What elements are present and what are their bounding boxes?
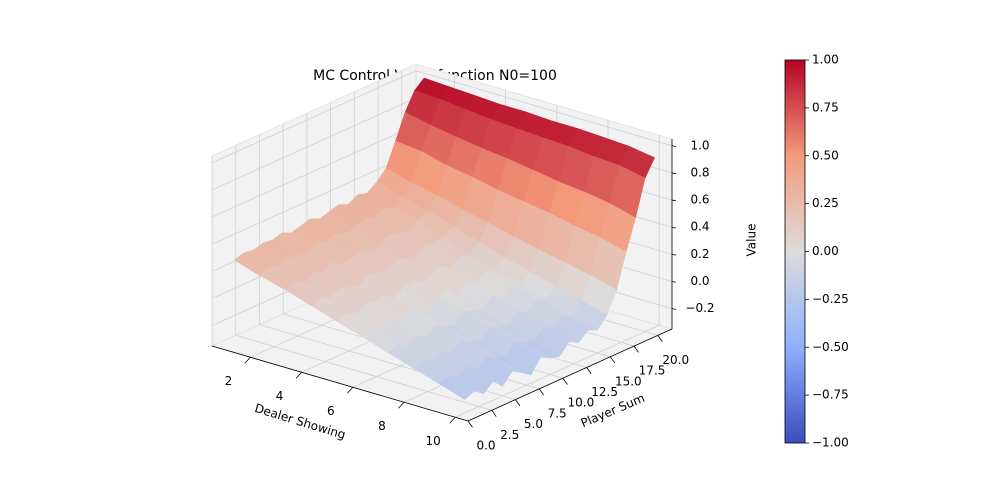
grid-line <box>211 97 417 191</box>
z-tick-label: 0.8 <box>690 165 709 179</box>
tick-mark <box>633 345 639 353</box>
grid-line <box>415 70 673 147</box>
y-tick-label: 10.0 <box>568 396 595 410</box>
y-tick-label: 7.5 <box>548 406 567 420</box>
x-tick-label: 6 <box>327 404 335 418</box>
colorbar-tick-label: −0.25 <box>812 292 849 306</box>
tick-mark <box>671 308 677 310</box>
tick-mark <box>398 401 405 409</box>
tick-mark <box>671 226 677 229</box>
tick-mark <box>671 281 677 283</box>
grid-line <box>455 324 660 418</box>
tick-mark <box>491 410 497 417</box>
colorbar-tick-label: 1.00 <box>812 53 839 67</box>
colorbar-tick-label: 0.50 <box>812 148 839 162</box>
surface-patch <box>438 376 475 400</box>
tick-mark <box>347 386 354 394</box>
z-tick-label: 0.4 <box>690 220 709 234</box>
y-tick-label: 15.0 <box>615 374 642 388</box>
tick-mark <box>467 420 473 428</box>
x-tick-label: 2 <box>225 374 233 388</box>
axis-line <box>211 345 469 422</box>
tick-mark <box>671 145 677 147</box>
x-tick-label: 4 <box>276 389 284 403</box>
grid-line <box>211 124 417 218</box>
axis-line <box>467 328 673 422</box>
grid-line <box>211 151 417 245</box>
tick-mark <box>610 356 616 364</box>
colorbar-tick-label: 0.00 <box>812 244 839 258</box>
y-tick-label: 0.0 <box>476 439 495 453</box>
tick-mark <box>538 388 544 396</box>
z-tick-label: 0.0 <box>690 274 709 288</box>
y-tick-label: 2.5 <box>500 428 519 442</box>
tick-mark <box>671 172 677 175</box>
tick-mark <box>657 335 663 342</box>
tick-mark <box>671 199 677 202</box>
y-tick-label: 20.0 <box>662 353 689 367</box>
colorbar-tick-label: −0.75 <box>812 388 849 402</box>
grid-line <box>235 334 492 411</box>
tick-mark <box>586 367 592 374</box>
colorbar <box>784 59 806 444</box>
tick-mark <box>244 356 251 364</box>
tick-mark <box>295 371 302 379</box>
colorbar-tick-label: 0.75 <box>812 100 839 114</box>
y-tick-label: 17.5 <box>639 364 666 378</box>
tick-mark <box>515 399 521 407</box>
tick-mark <box>449 416 456 424</box>
y-tick-label: 5.0 <box>524 417 543 431</box>
tick-mark <box>671 253 677 256</box>
colorbar-tick-label: −1.00 <box>812 436 849 450</box>
grid-line <box>211 70 417 164</box>
z-tick-label: 0.6 <box>690 193 709 207</box>
z-tick-label: 1.0 <box>690 138 709 152</box>
colorbar-tick-label: −0.50 <box>812 340 849 354</box>
x-tick-label: 10 <box>426 434 441 448</box>
colorbar-tick-label: 0.25 <box>812 196 839 210</box>
x-tick-label: 8 <box>378 419 386 433</box>
y-tick-label: 12.5 <box>591 385 618 399</box>
z-tick-label: 0.2 <box>690 247 709 261</box>
z-tick-label: −0.2 <box>685 301 714 315</box>
tick-mark <box>562 377 568 385</box>
z-axis-label: Value <box>745 224 759 257</box>
